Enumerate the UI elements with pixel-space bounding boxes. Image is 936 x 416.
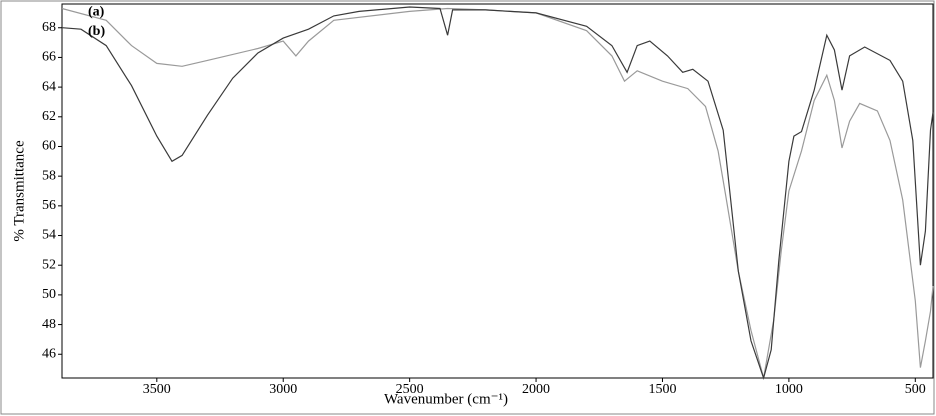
y-tick-label: 50 — [42, 287, 56, 302]
spectrum-line — [61, 6, 934, 381]
x-tick-label: 3000 — [269, 382, 297, 397]
x-tick-label: 2000 — [522, 382, 550, 397]
x-tick-label: 2500 — [396, 382, 424, 397]
y-tick-label: 64 — [42, 79, 56, 94]
y-tick-label: 56 — [42, 198, 56, 213]
series-label: (a) — [88, 5, 105, 20]
y-tick-label: 48 — [42, 317, 56, 332]
spectrum-line — [61, 7, 934, 379]
x-tick-label: 3500 — [143, 382, 171, 397]
x-tick-label: 1000 — [775, 382, 803, 397]
y-tick-label: 68 — [42, 20, 56, 35]
x-tick-label: 500 — [905, 382, 926, 397]
y-tick-label: 60 — [42, 139, 56, 154]
y-tick-label: 52 — [42, 257, 56, 272]
series-label: (b) — [88, 24, 105, 39]
y-tick-label: 46 — [42, 346, 56, 361]
y-axis-label: % Transmittance — [11, 140, 27, 242]
y-tick-label: 58 — [42, 168, 56, 183]
y-tick-label: 62 — [42, 109, 56, 124]
y-tick-label: 66 — [42, 50, 56, 65]
x-tick-label: 1500 — [648, 382, 676, 397]
plot-area — [61, 3, 934, 379]
y-tick-label: 54 — [42, 228, 56, 243]
x-axis-label: Wavenumber (cm⁻¹) — [384, 391, 508, 407]
